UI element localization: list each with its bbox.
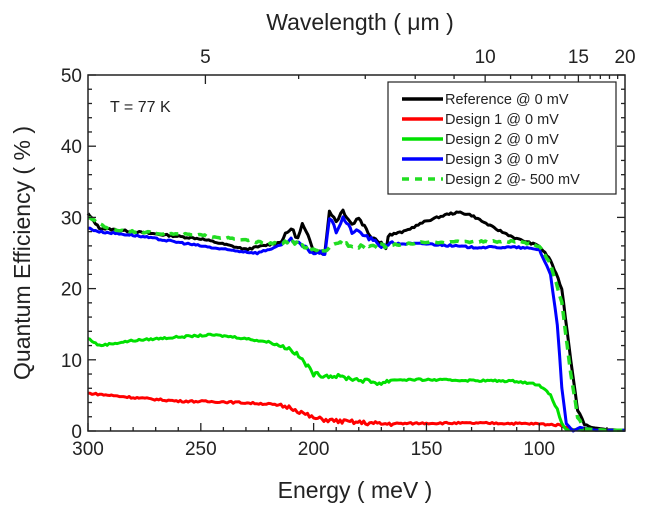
x-tick-label: 100: [523, 439, 555, 460]
top-axis-title: Wavelength ( μm ): [266, 9, 454, 35]
series-line-0: [86, 208, 626, 432]
y-tick-label: 0: [71, 422, 82, 443]
series-line-1: [87, 391, 625, 432]
legend-label: Design 2 @- 500 mV: [445, 172, 580, 188]
legend-label: Design 3 @ 0 mV: [445, 152, 559, 168]
temperature-annotation: T = 77 K: [110, 99, 171, 116]
series-line-4: [87, 216, 625, 433]
legend-label: Reference @ 0 mV: [445, 92, 569, 108]
plot-lines: [86, 208, 626, 433]
x-tick-label: 250: [185, 439, 217, 460]
legend-label: Design 1 @ 0 mV: [445, 112, 559, 128]
x-tick-label: 200: [298, 439, 330, 460]
x-tick-label: 150: [411, 439, 443, 460]
series-line-2: [87, 332, 625, 432]
legend-label: Design 2 @ 0 mV: [445, 132, 559, 148]
y-tick-label: 50: [61, 66, 82, 87]
y-axis-title: Quantum Efficiency ( % ): [9, 126, 35, 380]
y-tick-label: 30: [61, 208, 82, 229]
top-tick-label: 15: [568, 47, 589, 68]
top-tick-label: 10: [475, 47, 496, 68]
y-tick-label: 20: [61, 280, 82, 301]
y-tick-label: 10: [61, 351, 82, 372]
top-tick-label: 20: [614, 47, 635, 68]
plot-frame: [87, 74, 626, 432]
top-tick-label: 5: [200, 47, 211, 68]
axes: 300 250 200 150 100 0 10 20 30 40 50 5 10 15 20: [61, 47, 636, 460]
legend: Reference @ 0 mV Design 1 @ 0 mV Design 2 …: [387, 81, 617, 195]
series-line-3: [87, 215, 625, 433]
x-axis-title: Energy ( meV ): [278, 477, 433, 503]
x-tick-label: 300: [72, 439, 104, 460]
y-tick-label: 40: [61, 137, 82, 158]
